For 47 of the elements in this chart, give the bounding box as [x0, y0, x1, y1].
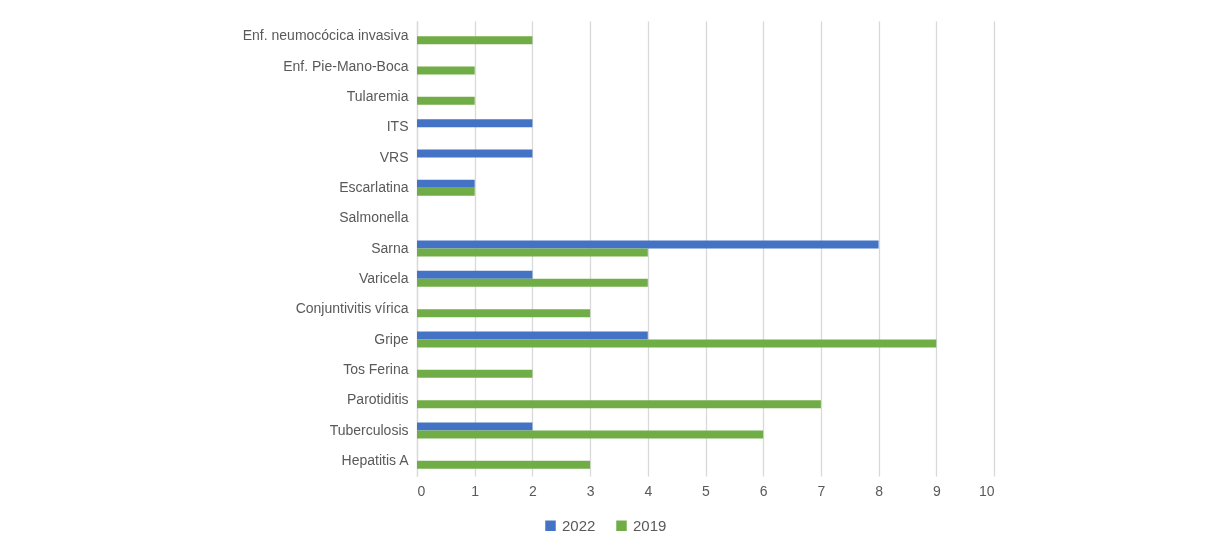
y-tick-label: Salmonella	[339, 209, 409, 226]
x-tick-label: 5	[702, 482, 711, 499]
x-tick-label: 8	[875, 482, 884, 499]
y-tick-label: Enf. neumocócica invasiva	[242, 27, 409, 44]
x-tick-label: 7	[817, 482, 826, 499]
bar	[417, 422, 533, 431]
x-tick-label: 0	[417, 482, 426, 499]
y-tick-label: Escarlatina	[339, 178, 409, 195]
bar	[417, 66, 475, 75]
bar	[417, 331, 648, 340]
bar	[417, 270, 533, 279]
y-tick-label: Tuberculosis	[329, 421, 409, 438]
bar	[417, 187, 475, 196]
x-tick-label: 1	[471, 482, 480, 499]
y-tick-label: Enf. Pie-Mano-Boca	[283, 57, 409, 74]
bar	[417, 430, 764, 439]
x-tick-label: 9	[932, 482, 941, 499]
y-tick-label: Hepatitis A	[341, 451, 410, 468]
bar	[417, 369, 533, 378]
x-tick-label: 3	[586, 482, 595, 499]
y-tick-label: Parotiditis	[347, 391, 409, 408]
bar	[417, 400, 821, 409]
bar	[417, 36, 533, 45]
y-tick-label: ITS	[386, 118, 409, 135]
x-tick-label: 4	[644, 482, 653, 499]
bar	[417, 248, 648, 257]
legend-label: 2019	[633, 516, 667, 534]
bar	[417, 309, 591, 318]
y-tick-label: Tularemia	[346, 87, 409, 104]
x-tick-label: 6	[759, 482, 768, 499]
bar	[417, 460, 591, 469]
y-tick-label: Sarna	[371, 239, 409, 256]
bar	[417, 278, 648, 287]
x-tick-label: 10	[978, 482, 995, 499]
bar	[417, 149, 533, 158]
bar	[417, 240, 879, 249]
y-tick-label: Tos Ferina	[343, 360, 409, 377]
bar	[417, 339, 937, 348]
bar	[417, 96, 475, 105]
y-tick-label: VRS	[379, 148, 409, 165]
y-tick-label: Varicela	[358, 269, 409, 286]
bar	[417, 179, 475, 188]
y-tick-label: Gripe	[374, 330, 409, 347]
x-tick-label: 2	[529, 482, 537, 499]
y-tick-label: Conjuntivitis vírica	[295, 300, 409, 317]
bar	[417, 119, 533, 128]
legend-label: 2022	[562, 516, 596, 534]
